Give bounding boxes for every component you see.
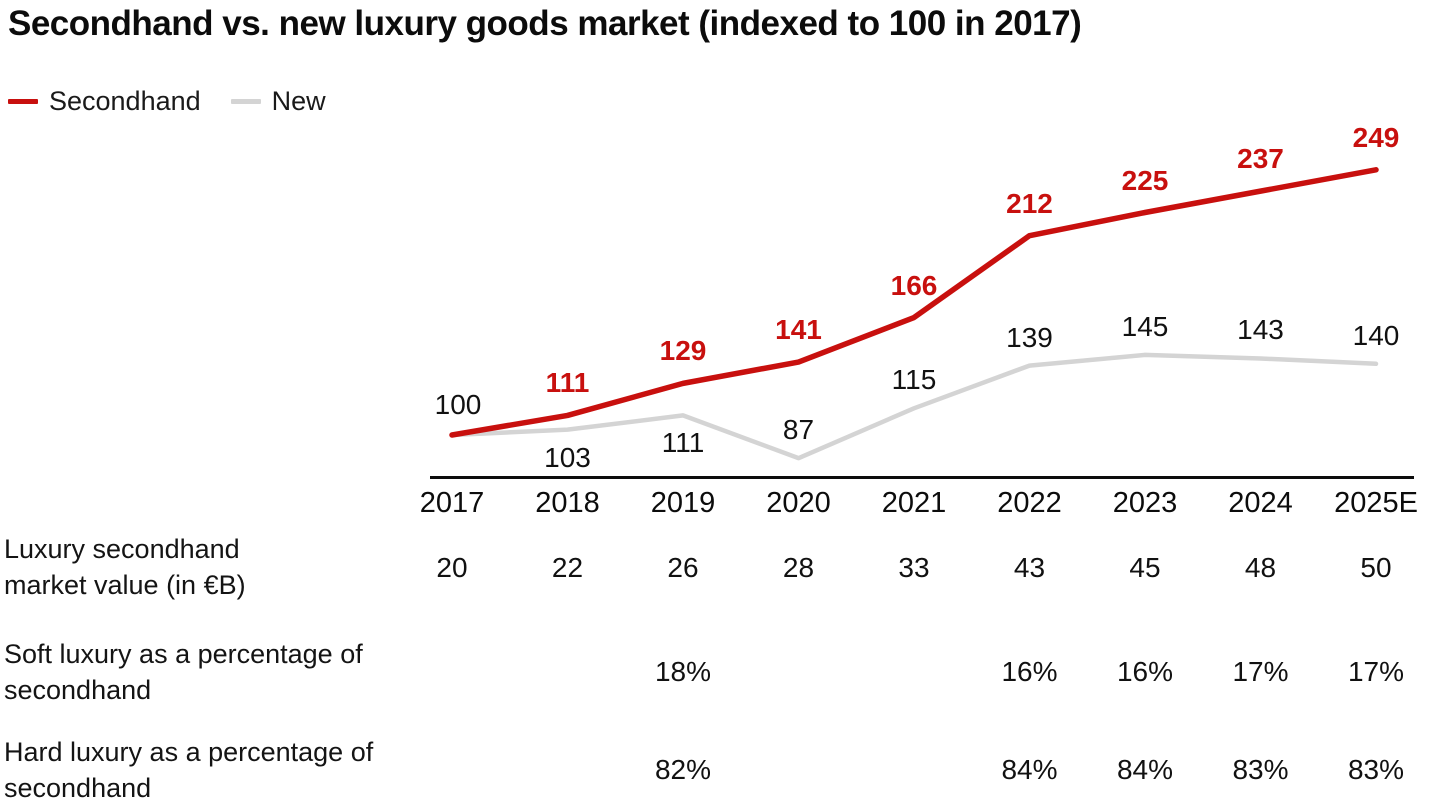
legend-item-secondhand: Secondhand <box>8 86 201 117</box>
table-cell: 45 <box>1129 552 1161 583</box>
point-label-new: 139 <box>1006 321 1053 353</box>
point-label-secondhand: 111 <box>545 367 590 399</box>
table-cell: 17% <box>1347 656 1405 687</box>
x-axis-label-2023: 2023 <box>1112 487 1178 519</box>
table-cell: 84% <box>1116 754 1174 785</box>
point-label-secondhand: 249 <box>1352 121 1400 153</box>
point-label-secondhand: 166 <box>890 269 938 301</box>
x-axis-label-2018: 2018 <box>535 487 600 519</box>
point-label-new: 140 <box>1352 319 1400 351</box>
point-label-new: 145 <box>1121 310 1169 342</box>
table-cell: 33 <box>898 552 930 583</box>
point-label-new: 111 <box>661 427 705 459</box>
table-cell: 48 <box>1244 552 1277 583</box>
point-label-secondhand: 212 <box>1006 187 1053 219</box>
table-cell: 82% <box>654 754 712 785</box>
x-axis-label-2025e: 2025E <box>1334 487 1418 519</box>
table-cell: 26 <box>667 552 699 583</box>
point-label-index-start: 100 <box>434 389 482 420</box>
table-cell: 28 <box>782 552 815 583</box>
point-label-secondhand: 237 <box>1237 143 1284 175</box>
table-cell: 84% <box>1001 754 1058 785</box>
table-cell: 16% <box>1001 656 1058 687</box>
table-cell: 50 <box>1360 552 1392 583</box>
table-cell: 83% <box>1347 754 1405 785</box>
series-line-secondhand <box>449 167 1379 438</box>
table-cell: 18% <box>654 656 712 687</box>
x-axis-label-2020: 2020 <box>766 487 831 519</box>
table-cell: 17% <box>1232 656 1289 687</box>
table-cell: 20 <box>436 552 468 583</box>
table-cell: 22 <box>551 552 584 583</box>
table-cell: 43 <box>1013 552 1046 583</box>
page-title: Secondhand vs. new luxury goods market (… <box>8 4 1082 43</box>
point-label-new: 143 <box>1237 314 1284 346</box>
point-label-secondhand: 141 <box>775 314 822 346</box>
legend-label-secondhand: Secondhand <box>49 86 201 116</box>
point-label-new: 115 <box>891 364 937 396</box>
table-cell: 16% <box>1116 656 1174 687</box>
point-label-new: 103 <box>544 441 591 473</box>
x-axis-label-2019: 2019 <box>650 487 716 519</box>
table-row-label-hard-luxury: Hard luxury as a percentage of secondhan… <box>4 737 374 803</box>
table-row-label-market-value: Luxury secondhand market value (in €B) <box>4 534 246 600</box>
legend-item-new: New <box>230 86 326 117</box>
x-axis-label-2021: 2021 <box>881 487 947 519</box>
secondhand-line-swatch <box>8 99 38 104</box>
new-line-swatch <box>230 99 261 104</box>
x-axis-label-2024: 2024 <box>1228 487 1293 519</box>
legend-label-new: New <box>271 86 326 116</box>
x-axis-line <box>430 476 1414 479</box>
table-cell: 83% <box>1232 754 1289 785</box>
legend: Secondhand New <box>8 86 326 117</box>
point-label-secondhand: 225 <box>1121 164 1169 196</box>
point-label-secondhand: 129 <box>659 335 707 367</box>
x-axis-label-2017: 2017 <box>419 487 485 519</box>
x-axis-label-2022: 2022 <box>997 487 1062 519</box>
series-line-new <box>449 352 1379 461</box>
table-row-label-soft-luxury: Soft luxury as a percentage of secondhan… <box>4 639 363 705</box>
point-label-new: 87 <box>782 414 815 446</box>
